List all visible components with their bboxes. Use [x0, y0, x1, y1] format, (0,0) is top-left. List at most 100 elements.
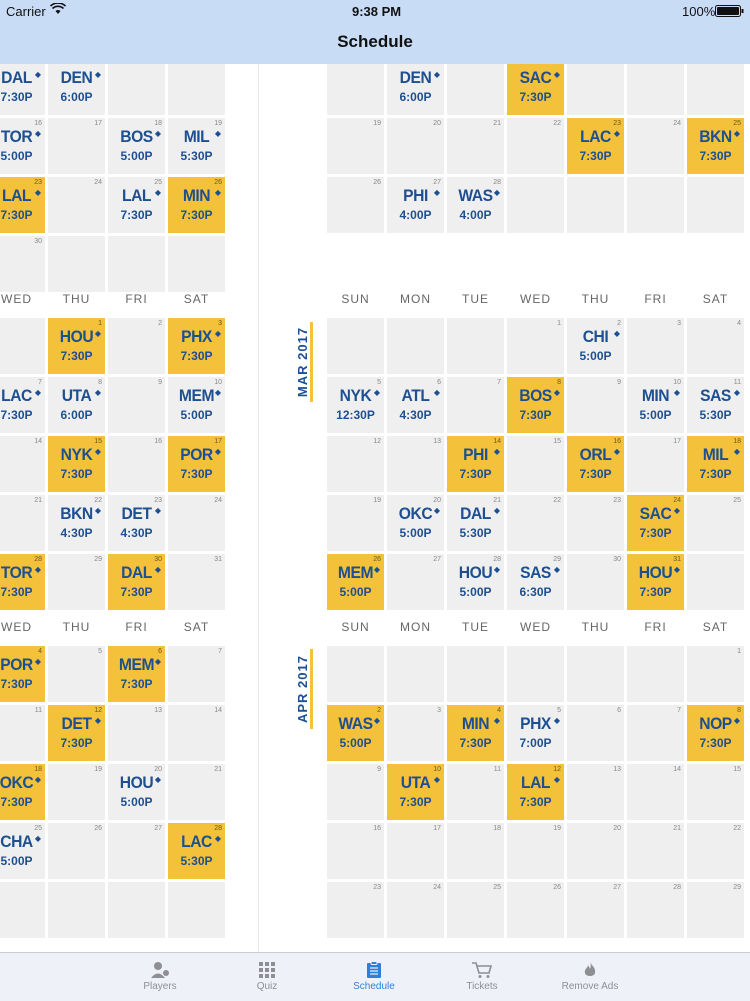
- game-marker-icon: ◆: [214, 129, 221, 138]
- calendar-day-cell: [108, 64, 165, 115]
- game-cell[interactable]: 5 PHX ◆ 7:00P: [507, 705, 564, 761]
- calendar-day-cell: [48, 236, 105, 292]
- game-cell[interactable]: 15 NYK ◆ 7:30P: [48, 436, 105, 492]
- tab-quiz[interactable]: Quiz: [217, 953, 317, 1001]
- game-cell[interactable]: 19 MIL ◆ 5:30P: [168, 118, 225, 174]
- day-number: 21: [493, 497, 501, 504]
- game-marker-icon: ◆: [94, 716, 101, 725]
- game-cell[interactable]: 26 MIN ◆ 7:30P: [168, 177, 225, 233]
- game-cell[interactable]: 25 LAL ◆ 7:30P: [108, 177, 165, 233]
- game-time: 7:00P: [519, 736, 552, 750]
- weekday-header: TUE: [462, 292, 489, 306]
- game-cell[interactable]: 28 WAS ◆ 4:00P: [447, 177, 504, 233]
- calendar-day-cell: [447, 318, 504, 374]
- game-marker-icon: ◆: [493, 565, 500, 574]
- game-cell[interactable]: 26 MEM ◆ 5:00P: [327, 554, 384, 610]
- game-cell[interactable]: 7 LAC ◆ 7:30P: [0, 377, 45, 433]
- game-cell[interactable]: 16 ORL ◆ 7:30P: [567, 436, 624, 492]
- game-cell[interactable]: 6 MEM ◆ 7:30P: [108, 646, 165, 702]
- day-number: 7: [677, 707, 681, 714]
- game-cell[interactable]: DEN ◆ 6:00P: [48, 64, 105, 115]
- calendar-day-cell: 9: [567, 377, 624, 433]
- game-cell[interactable]: 28 TOR ◆ 7:30P: [0, 554, 45, 610]
- game-cell[interactable]: 31 HOU ◆ 7:30P: [627, 554, 684, 610]
- game-time: 5:00P: [180, 408, 213, 422]
- game-marker-icon: ◆: [94, 447, 101, 456]
- game-cell[interactable]: SAC ◆ 7:30P: [507, 64, 564, 115]
- opponent-team: NOP: [699, 714, 732, 733]
- game-cell[interactable]: 14 PHI ◆ 7:30P: [447, 436, 504, 492]
- game-marker-icon: ◆: [493, 506, 500, 515]
- game-cell[interactable]: 28 HOU ◆ 5:00P: [447, 554, 504, 610]
- game-cell[interactable]: 18 OKC ◆ 7:30P: [0, 764, 45, 820]
- game-cell[interactable]: 28 LAC ◆ 5:30P: [168, 823, 225, 879]
- game-cell[interactable]: 17 POR ◆ 7:30P: [168, 436, 225, 492]
- calendar-day-cell: 17: [387, 823, 444, 879]
- day-number: 6: [158, 648, 162, 655]
- game-cell[interactable]: 30 DAL ◆ 7:30P: [108, 554, 165, 610]
- game-cell[interactable]: 12 DET ◆ 7:30P: [48, 705, 105, 761]
- calendar-day-cell: 14: [0, 436, 45, 492]
- game-cell[interactable]: 23 LAL ◆ 7:30P: [0, 177, 45, 233]
- game-time: 7:30P: [0, 795, 33, 809]
- day-number: 8: [557, 379, 561, 386]
- game-cell[interactable]: 1 HOU ◆ 7:30P: [48, 318, 105, 374]
- day-number: 27: [613, 884, 621, 891]
- game-marker-icon: ◆: [673, 388, 680, 397]
- game-cell[interactable]: 25 BKN ◆ 7:30P: [687, 118, 744, 174]
- schedule-calendar[interactable]: DAL ◆ 7:30P DEN ◆ 6:00P 16 TOR ◆ 5:00P 17 18 BOS ◆ 5:0…: [0, 64, 750, 952]
- game-cell[interactable]: 8 BOS ◆ 7:30P: [507, 377, 564, 433]
- tab-remove-ads[interactable]: Remove Ads: [540, 953, 640, 1001]
- day-number: 12: [373, 438, 381, 445]
- game-cell[interactable]: DEN ◆ 6:00P: [387, 64, 444, 115]
- game-cell[interactable]: 4 MIN ◆ 7:30P: [447, 705, 504, 761]
- game-cell[interactable]: 23 LAC ◆ 7:30P: [567, 118, 624, 174]
- game-cell[interactable]: 20 HOU ◆ 5:00P: [108, 764, 165, 820]
- tab-schedule[interactable]: Schedule: [324, 953, 424, 1001]
- game-cell[interactable]: 29 SAS ◆ 6:30P: [507, 554, 564, 610]
- game-time: 7:30P: [519, 408, 552, 422]
- day-number: 13: [433, 438, 441, 445]
- game-cell[interactable]: 16 TOR ◆ 5:00P: [0, 118, 45, 174]
- game-cell[interactable]: 12 LAL ◆ 7:30P: [507, 764, 564, 820]
- game-cell[interactable]: 20 OKC ◆ 5:00P: [387, 495, 444, 551]
- day-number: 25: [493, 884, 501, 891]
- game-cell[interactable]: 4 POR ◆ 7:30P: [0, 646, 45, 702]
- game-cell[interactable]: 5 NYK ◆ 12:30P: [327, 377, 384, 433]
- weekday-header: THU: [581, 620, 610, 634]
- game-marker-icon: ◆: [493, 188, 500, 197]
- game-cell[interactable]: 25 CHA ◆ 5:00P: [0, 823, 45, 879]
- game-time: 5:00P: [0, 149, 33, 163]
- game-cell[interactable]: 22 BKN ◆ 4:30P: [48, 495, 105, 551]
- calendar-day-cell: 3: [627, 318, 684, 374]
- calendar-day-cell: 6: [567, 705, 624, 761]
- calendar-day-cell: [627, 177, 684, 233]
- tab-tickets[interactable]: Tickets: [432, 953, 532, 1001]
- game-marker-icon: ◆: [553, 70, 560, 79]
- opponent-team: LAC: [1, 386, 32, 405]
- game-cell[interactable]: 3 PHX ◆ 7:30P: [168, 318, 225, 374]
- game-cell[interactable]: DAL ◆ 7:30P: [0, 64, 45, 115]
- tab-players[interactable]: Players: [110, 953, 210, 1001]
- game-cell[interactable]: 23 DET ◆ 4:30P: [108, 495, 165, 551]
- game-cell[interactable]: 18 MIL ◆ 7:30P: [687, 436, 744, 492]
- game-cell[interactable]: 21 DAL ◆ 5:30P: [447, 495, 504, 551]
- day-number: 30: [613, 556, 621, 563]
- game-cell[interactable]: 2 WAS ◆ 5:00P: [327, 705, 384, 761]
- game-cell[interactable]: 11 SAS ◆ 5:30P: [687, 377, 744, 433]
- tab-label: Schedule: [353, 981, 395, 992]
- game-cell[interactable]: 6 ATL ◆ 4:30P: [387, 377, 444, 433]
- game-cell[interactable]: 2 CHI ◆ 5:00P: [567, 318, 624, 374]
- game-time: 7:30P: [699, 467, 732, 481]
- game-time: 7:30P: [180, 208, 213, 222]
- game-cell[interactable]: 18 BOS ◆ 5:00P: [108, 118, 165, 174]
- game-cell[interactable]: 24 SAC ◆ 7:30P: [627, 495, 684, 551]
- game-cell[interactable]: 10 UTA ◆ 7:30P: [387, 764, 444, 820]
- game-cell[interactable]: 10 MEM ◆ 5:00P: [168, 377, 225, 433]
- game-cell[interactable]: 8 NOP ◆ 7:30P: [687, 705, 744, 761]
- calendar-day-cell: 7: [447, 377, 504, 433]
- game-cell[interactable]: 8 UTA ◆ 6:00P: [48, 377, 105, 433]
- game-marker-icon: ◆: [733, 447, 740, 456]
- game-cell[interactable]: 27 PHI ◆ 4:00P: [387, 177, 444, 233]
- game-cell[interactable]: 10 MIN ◆ 5:00P: [627, 377, 684, 433]
